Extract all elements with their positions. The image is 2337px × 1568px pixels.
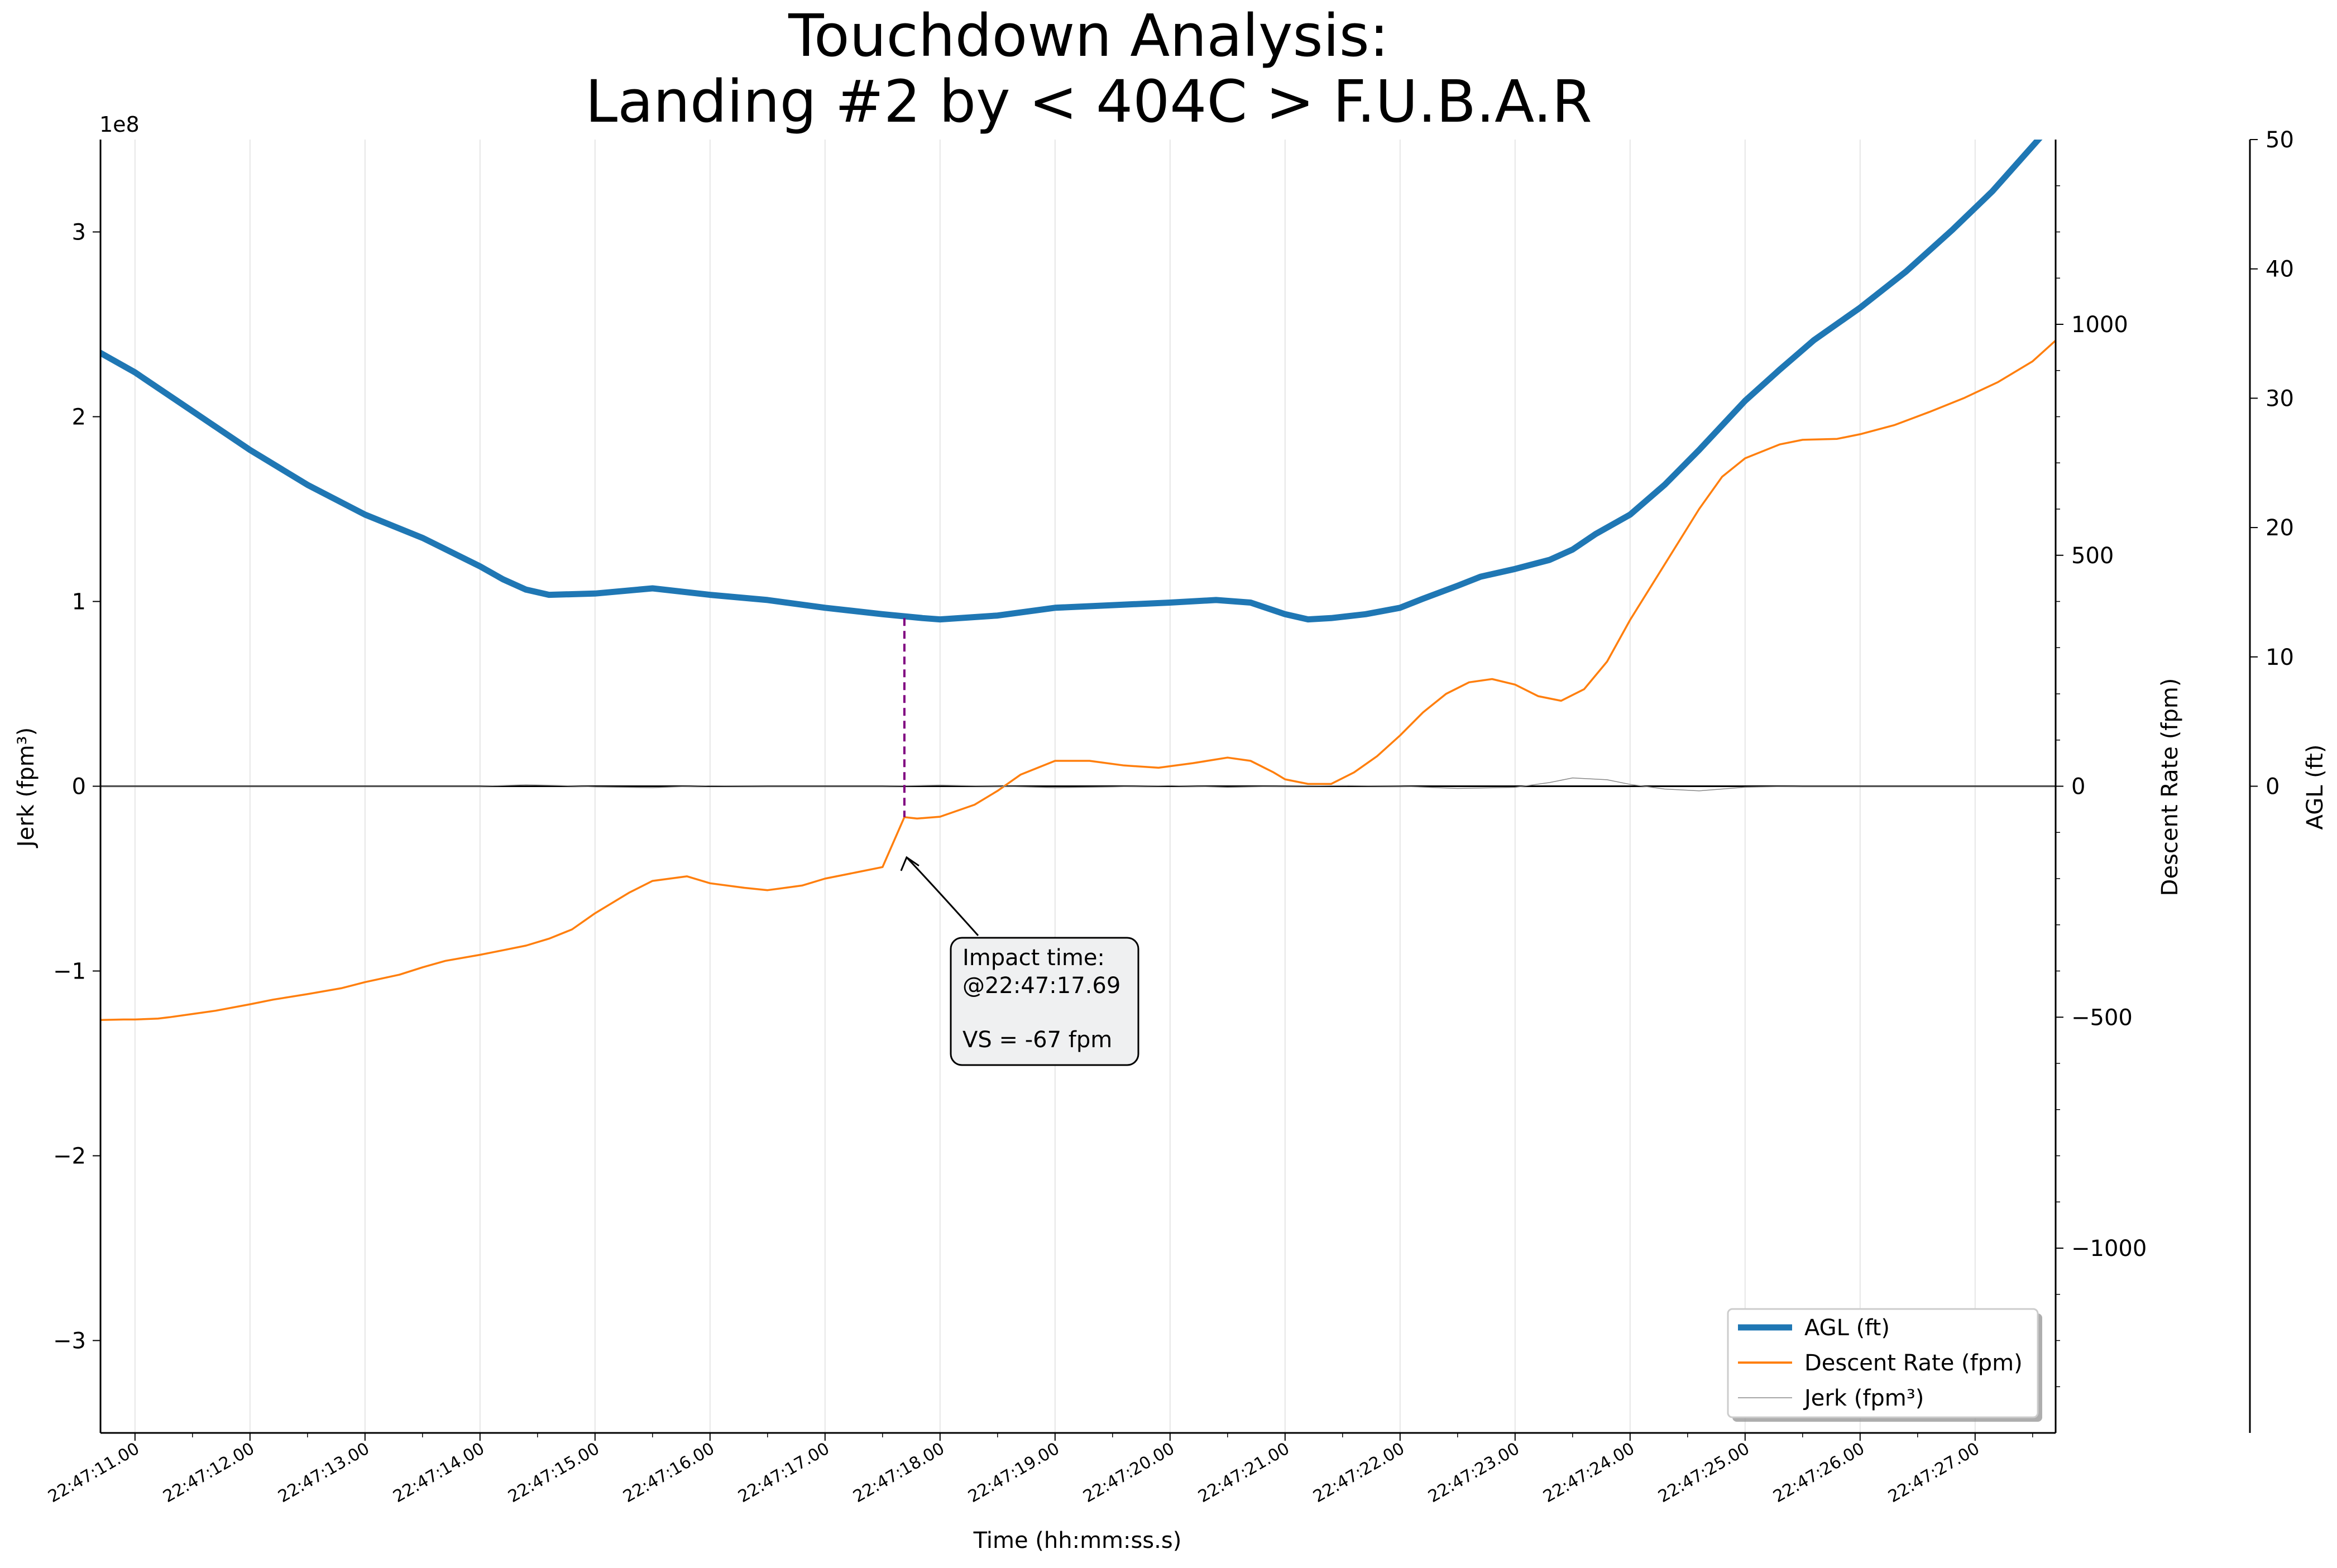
- x-axis-label: Time (hh:mm:ss.s): [973, 1528, 1182, 1553]
- jerk-tick-label: 2: [72, 405, 86, 430]
- descent-tick-label: 500: [2071, 543, 2114, 569]
- jerk-tick-label: 3: [72, 220, 86, 246]
- legend-label-agl: AGL (ft): [1804, 1315, 1890, 1341]
- series-line-agl: [100, 140, 2043, 623]
- chart-title-line1: Touchdown Analysis:: [788, 2, 1389, 70]
- agl-tick-label: 20: [2266, 515, 2294, 541]
- impact-arrow: [906, 856, 979, 937]
- y-axis-label-agl: AGL (ft): [2302, 745, 2328, 830]
- agl-tick-label: 50: [2266, 127, 2294, 153]
- y-axis-label-jerk: Jerk (fpm³): [13, 727, 39, 848]
- impact-annotation-line2: @22:47:17.69: [962, 973, 1120, 999]
- y-axis-label-descent: Descent Rate (fpm): [2157, 678, 2183, 896]
- jerk-tick-label: −3: [53, 1329, 86, 1354]
- agl-tick-label: 30: [2266, 386, 2294, 411]
- axes: [93, 139, 2258, 1441]
- descent-tick-label: 0: [2071, 774, 2085, 800]
- jerk-tick-label: −1: [53, 959, 86, 985]
- jerk-tick-label: −2: [53, 1144, 86, 1169]
- agl-tick-label: 0: [2266, 774, 2279, 800]
- legend-label-descent: Descent Rate (fpm): [1804, 1350, 2023, 1376]
- series-line-descent: [100, 339, 2056, 1021]
- series-lines: [100, 140, 2056, 1021]
- agl-tick-label: 40: [2266, 257, 2294, 282]
- left-offset-label: 1e8: [99, 112, 140, 137]
- descent-tick-label: −500: [2071, 1005, 2133, 1030]
- series-line-jerk: [100, 777, 2056, 792]
- legend: AGL (ft) Descent Rate (fpm) Jerk (fpm³): [1727, 1308, 2042, 1422]
- descent-tick-label: −1000: [2071, 1236, 2147, 1262]
- jerk-tick-label: 0: [72, 774, 86, 800]
- chart-title-line2: Landing #2 by < 404C > F.U.B.A.R: [585, 68, 1592, 136]
- impact-arrowhead: [900, 856, 920, 871]
- impact-annotation-box: [950, 937, 1139, 1066]
- legend-label-jerk: Jerk (fpm³): [1803, 1385, 1924, 1411]
- impact-annotation-line1: Impact time:: [962, 945, 1105, 971]
- impact-annotation: Impact time: @22:47:17.69 VS = -67 fpm: [900, 618, 1139, 1066]
- agl-tick-label: 10: [2266, 645, 2294, 670]
- jerk-tick-label: 1: [72, 589, 86, 615]
- impact-annotation-line4: VS = -67 fpm: [962, 1027, 1112, 1053]
- descent-tick-label: 1000: [2071, 312, 2128, 338]
